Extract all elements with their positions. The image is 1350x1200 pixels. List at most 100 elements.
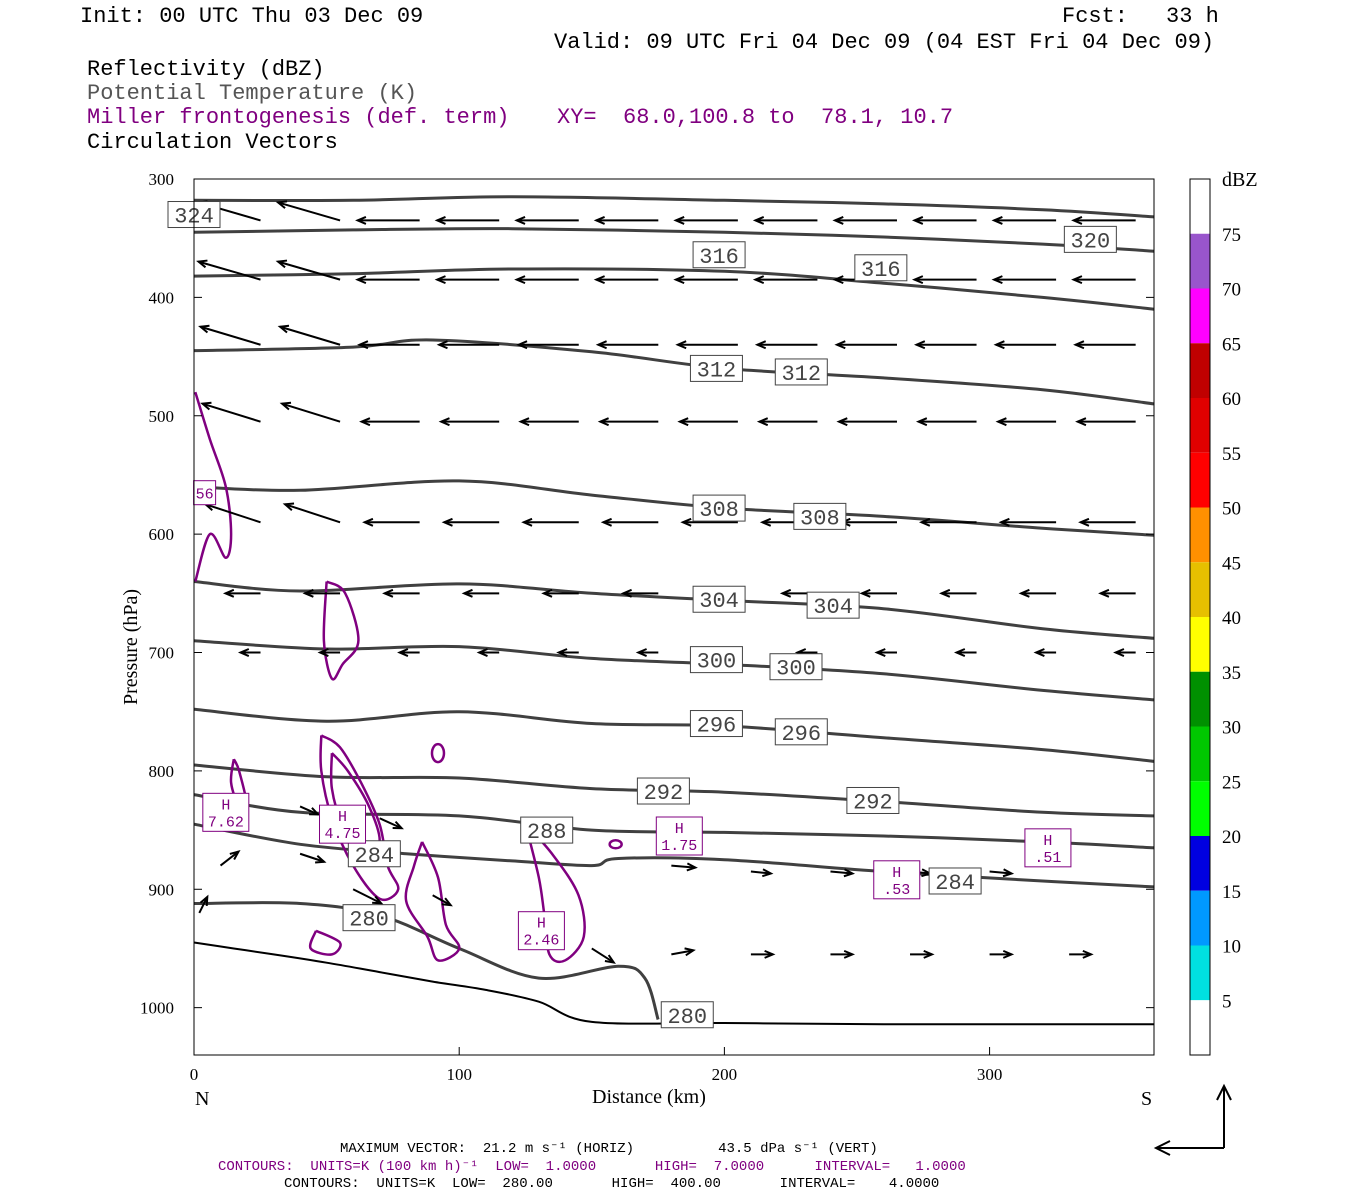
vector-head [859, 588, 871, 598]
theta-label-box-316 [854, 254, 908, 282]
fronto-high-box [1024, 828, 1072, 868]
fronto-contour-6 [404, 841, 461, 962]
vector-head [196, 259, 208, 269]
vector-head [913, 340, 926, 350]
vector-head [1071, 216, 1083, 225]
vector-arrow [830, 870, 853, 875]
vector-head [1078, 517, 1090, 527]
vector-head [1073, 340, 1085, 350]
theta-contour-280 [193, 901, 660, 1020]
theta-label-320: 320 [1071, 229, 1111, 254]
vector-arrow [284, 503, 341, 524]
vector-head [595, 340, 607, 350]
colorbar-swatch [1190, 343, 1210, 398]
theta-contour-316 [193, 267, 1155, 311]
vector-arrow [277, 260, 341, 281]
vector-head [302, 588, 314, 598]
colorbar-swatch [1190, 890, 1210, 946]
vector-head [434, 216, 446, 225]
vector-arrow [299, 852, 325, 863]
vector-arrow [205, 503, 261, 524]
colorbar-swatch [1190, 671, 1210, 727]
colorbar-swatch [1190, 233, 1210, 289]
fronto-high-value: .51 [1034, 850, 1061, 867]
colorbar-label: 35 [1222, 663, 1241, 684]
vector-head [752, 275, 765, 285]
colorbar-label: 25 [1222, 772, 1241, 793]
theta-label-304: 304 [699, 589, 739, 614]
theta-label-284: 284 [935, 871, 975, 896]
vector-head [514, 275, 526, 285]
vector-head [461, 588, 473, 598]
theta-label-box-280 [342, 904, 396, 932]
theta-label-box-292 [636, 777, 690, 805]
vector-head [372, 895, 384, 905]
theta-label-288: 288 [527, 820, 567, 845]
colorbar-label: 70 [1222, 280, 1241, 301]
theta-label-box-316 [692, 241, 746, 269]
vector-head [200, 401, 212, 411]
vector-head [516, 340, 528, 350]
vector-head [357, 340, 369, 350]
vector-head [355, 216, 367, 225]
vector-arrow [989, 870, 1012, 875]
vector-head [199, 894, 209, 906]
theta-contour-note: CONTOURS: UNITS=K LOW= 280.00 HIGH= 400.… [284, 1176, 940, 1192]
fronto-contour-small2 [608, 839, 623, 850]
vector-head [923, 949, 935, 959]
colorbar-swatch [1190, 288, 1210, 344]
vector-head [1071, 275, 1083, 285]
theta-label-box-320 [1063, 225, 1117, 253]
vector-head [556, 648, 568, 657]
colorbar-swatch [1190, 726, 1210, 782]
vector-head [998, 517, 1010, 527]
vector-head [991, 216, 1003, 225]
fronto-high-value: 4.75 [325, 826, 361, 843]
vector-arrow [198, 260, 261, 281]
x-tick-label: 0 [190, 1065, 199, 1084]
colorbar-label: 55 [1222, 444, 1241, 465]
theta-label-box-296 [689, 710, 743, 738]
vector-head [392, 820, 404, 830]
vector-head [834, 340, 846, 350]
vector-head [762, 868, 774, 878]
vector-head [832, 275, 844, 285]
colorbar-swatch [1190, 781, 1210, 836]
vector-head [309, 807, 321, 816]
vector-head [1002, 949, 1015, 959]
vector-head [359, 417, 371, 427]
colorbar-label: 75 [1222, 225, 1241, 246]
vector-head [382, 588, 394, 598]
fronto-high-box [655, 816, 703, 856]
vector-head [953, 648, 966, 657]
vector-head [756, 417, 769, 427]
vector-head [1075, 417, 1087, 427]
theta-label-box-308 [793, 502, 847, 530]
theta-label-316: 316 [699, 245, 739, 270]
vector-head [1113, 648, 1125, 657]
colorbar-swatch [1190, 179, 1210, 234]
vector-head [317, 648, 329, 657]
vector-arrow [671, 949, 694, 956]
vector-head [604, 954, 616, 964]
vector-head [315, 855, 327, 864]
vector-head [237, 648, 250, 657]
fronto-high-marker: H [892, 865, 901, 882]
vector-head [915, 417, 928, 427]
colorbar-swatch [1190, 452, 1210, 508]
vector-head [434, 275, 446, 285]
theta-label-box-284 [928, 867, 982, 895]
y-tick-label: 900 [149, 880, 175, 899]
colorbar-swatch [1190, 836, 1210, 891]
init-time: Init: 00 UTC Thu 03 Dec 09 [80, 4, 424, 29]
vector-arrow [277, 201, 341, 222]
fronto-contour-2 [319, 734, 400, 901]
field-theta: Potential Temperature (K) [87, 81, 418, 106]
theta-label-280: 280 [349, 908, 389, 933]
vector-arrow [750, 870, 772, 875]
vector-head [355, 275, 367, 285]
theta-label-284: 284 [355, 844, 395, 869]
y-axis-label-text: Pressure (hPa) [120, 588, 142, 705]
vector-head [198, 324, 210, 334]
